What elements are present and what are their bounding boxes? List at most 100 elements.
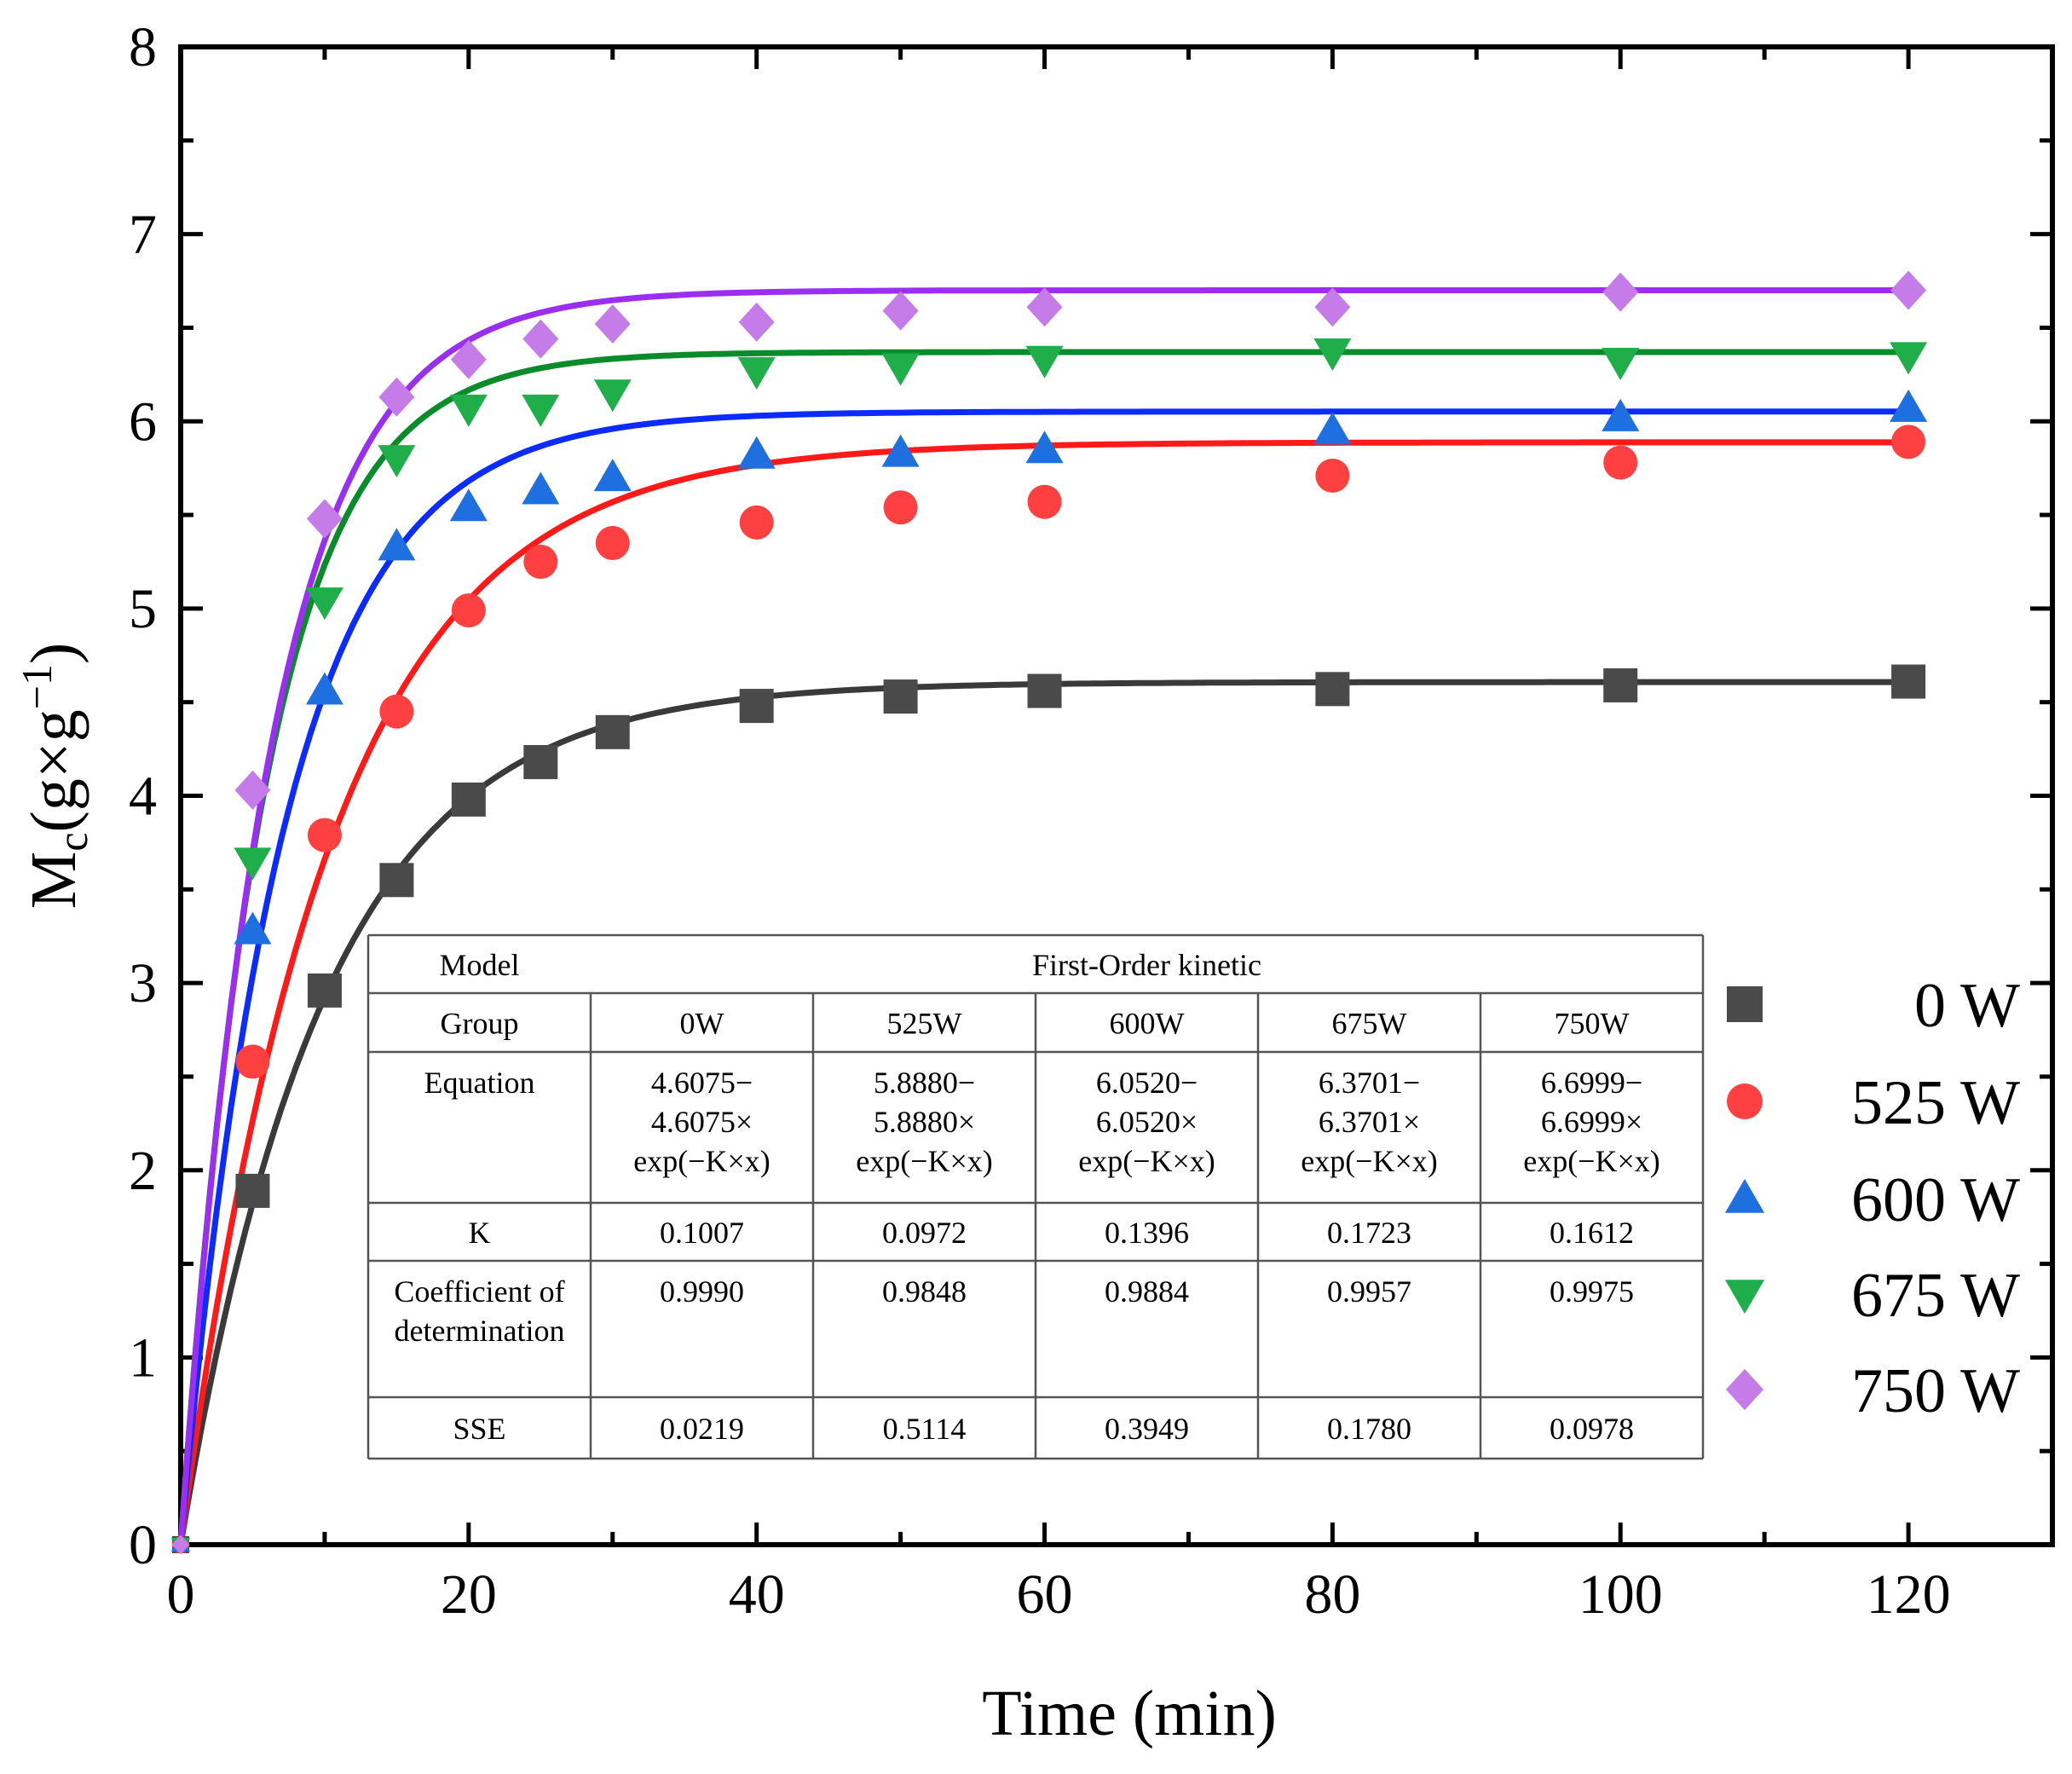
y-axis-title-sub: c	[49, 832, 96, 851]
table-cell: 0.1396	[1105, 1216, 1189, 1250]
y-tick-label: 3	[129, 952, 157, 1014]
table-cell-line: determination	[395, 1314, 565, 1348]
table-cell: 0.9848	[882, 1274, 967, 1309]
data-point-750w	[738, 302, 775, 342]
legend-marker-525w	[1727, 1083, 1763, 1119]
table-cell: 525W	[887, 1007, 962, 1041]
table-cell-line: SSE	[453, 1412, 505, 1446]
table-cell-line: exp(−K×x)	[633, 1144, 771, 1178]
legend-label-750w: 750 W	[1851, 1356, 2020, 1426]
table-cell-line: 0.1007	[660, 1216, 744, 1250]
table-cell-line: 6.0520×	[1096, 1105, 1198, 1139]
table-cell-line: 6.6999−	[1541, 1066, 1642, 1100]
y-tick-label: 5	[129, 578, 157, 640]
table-cell: 0.9990	[660, 1274, 744, 1309]
data-point-600w	[522, 471, 560, 505]
x-tick-label: 0	[167, 1563, 195, 1626]
table-cell: First-Order kinetic	[1032, 948, 1261, 982]
table-cell: Equation	[424, 1066, 535, 1100]
x-tick-label: 100	[1579, 1563, 1663, 1626]
axes: 0 20 40 60 80 100 120 0 1 2 3 4 5 6 7 8	[129, 16, 2055, 1626]
data-point-0w	[451, 782, 486, 817]
y-tick-label: 7	[129, 204, 157, 266]
table-cell-line: Model	[440, 948, 520, 982]
table-cell-line: 750W	[1555, 1007, 1630, 1041]
data-point-750w	[1314, 287, 1351, 327]
data-point-750w	[594, 304, 631, 344]
table-cell-line: 5.8880×	[874, 1105, 975, 1139]
table-cell-line: Equation	[424, 1066, 535, 1100]
table-cell: 0W	[680, 1007, 724, 1041]
data-point-600w	[881, 434, 920, 467]
data-point-0w	[1891, 664, 1926, 699]
table-cell: 6.6999− 6.6999× exp(−K×x)	[1523, 1066, 1660, 1178]
data-point-525w	[1315, 458, 1350, 493]
table-cell: 0.0219	[660, 1412, 744, 1446]
table-cell-line: 0.0219	[660, 1412, 744, 1446]
table-cell-line: First-Order kinetic	[1032, 948, 1261, 982]
data-point-675w	[305, 587, 343, 621]
legend-marker-675w	[1724, 1280, 1765, 1315]
table-cell-line: 0.1780	[1327, 1412, 1411, 1446]
data-point-750w	[450, 339, 487, 379]
data-point-750w	[882, 291, 919, 331]
y-axis-title-close: )	[18, 643, 89, 664]
data-points	[171, 270, 1928, 1555]
data-point-750w	[1602, 272, 1639, 312]
data-point-750w	[378, 377, 415, 417]
data-point-750w	[234, 770, 271, 810]
table-cell-line: 675W	[1332, 1007, 1407, 1041]
legend-label-600w: 600 W	[1851, 1165, 2020, 1235]
table-cell-line: K	[469, 1216, 491, 1250]
data-point-675w	[593, 379, 632, 413]
x-tick-label: 40	[729, 1563, 785, 1626]
data-point-525w	[1603, 445, 1638, 480]
table-cell: 5.8880− 5.8880× exp(−K×x)	[856, 1066, 993, 1178]
table-cell: K	[469, 1216, 491, 1250]
data-point-600w	[234, 911, 272, 945]
data-point-0w	[1315, 672, 1350, 707]
table-cell-line: 0.9848	[882, 1274, 967, 1309]
data-point-600w	[1890, 389, 1928, 422]
y-tick-label: 6	[129, 390, 157, 453]
data-point-675w	[522, 394, 560, 427]
table-cell: Group	[441, 1007, 519, 1041]
data-point-0w	[595, 714, 630, 749]
table-cell: 750W	[1555, 1007, 1630, 1041]
table-cell-line: 0.3949	[1105, 1412, 1189, 1446]
data-point-525w	[739, 505, 774, 540]
data-point-675w	[1602, 347, 1640, 380]
table-cell-line: 0.1723	[1327, 1216, 1411, 1250]
data-point-0w	[235, 1173, 270, 1208]
data-point-750w	[171, 1534, 190, 1555]
table-cell-line: 6.0520−	[1096, 1066, 1198, 1100]
table-cell-line: 4.6075−	[651, 1066, 753, 1100]
table-cell: 6.0520− 6.0520× exp(−K×x)	[1078, 1066, 1215, 1178]
y-tick-label: 8	[129, 16, 157, 78]
table-cell-line: 0.9884	[1105, 1274, 1189, 1309]
data-point-750w	[1890, 270, 1927, 310]
table-cell: SSE	[453, 1412, 505, 1446]
legend: 0 W 525 W 600 W 675 W 750 W	[1724, 971, 2020, 1426]
data-point-0w	[379, 863, 414, 898]
data-point-525w	[1027, 484, 1062, 519]
table-cell-line: 0.1612	[1550, 1216, 1634, 1250]
data-point-675w	[234, 847, 272, 881]
table-cell-line: exp(−K×x)	[1523, 1144, 1660, 1178]
y-axis-title-rest: (g×g	[18, 709, 89, 832]
table-cell: 4.6075− 4.6075× exp(−K×x)	[633, 1066, 771, 1178]
legend-label-0w: 0 W	[1914, 971, 2020, 1041]
table-cell: 0.1612	[1550, 1216, 1634, 1250]
table-cell: 600W	[1110, 1007, 1185, 1041]
data-point-0w	[307, 973, 342, 1008]
data-point-675w	[1025, 345, 1064, 378]
data-point-675w	[1890, 342, 1928, 375]
legend-marker-0w	[1727, 986, 1763, 1022]
data-point-525w	[379, 694, 414, 729]
data-point-600w	[1602, 398, 1640, 431]
table-cell-line: 4.6075×	[651, 1105, 753, 1139]
data-point-525w	[595, 526, 630, 561]
legend-label-525w: 525 W	[1851, 1068, 2020, 1138]
